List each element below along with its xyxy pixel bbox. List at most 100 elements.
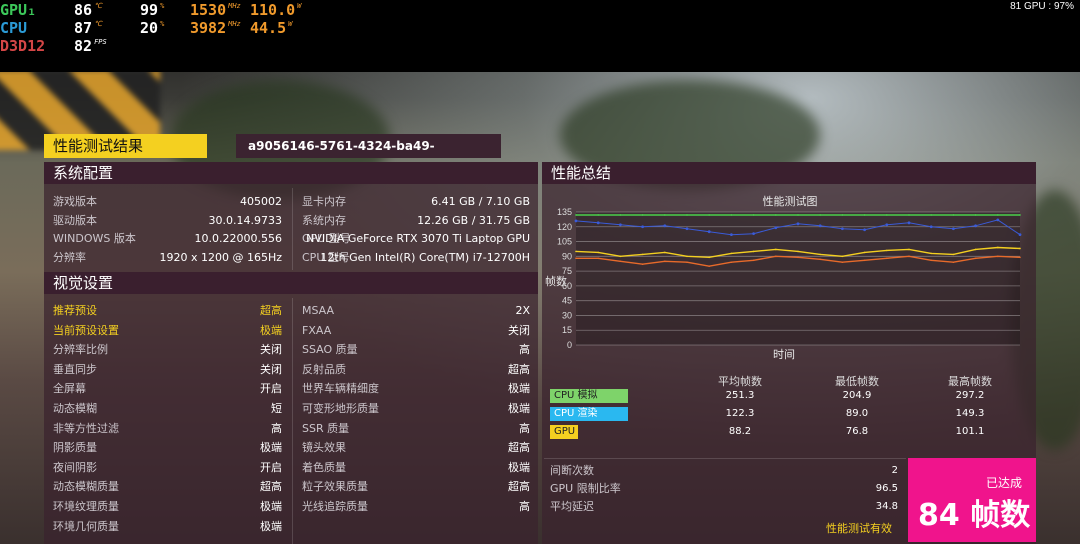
series-point-2 — [1019, 247, 1021, 250]
series-point-0 — [575, 214, 577, 216]
visual-setting-row: 当前预设设置 极端 — [53, 322, 282, 340]
summary-stat-row: 间断次数 2 — [550, 462, 898, 480]
summary-heading: 性能总结 — [542, 162, 1036, 184]
visual-setting-value: 极端 — [508, 382, 530, 396]
series-point-2 — [686, 255, 688, 258]
visual-setting-label: 动态模糊 — [53, 402, 97, 415]
system-config-row: 驱动版本 30.0.14.9733 — [53, 212, 282, 230]
visual-setting-label: 镜头效果 — [302, 441, 346, 455]
series-point-1 — [796, 222, 800, 226]
system-config-label: 游戏版本 — [53, 195, 97, 208]
series-point-2 — [841, 255, 844, 258]
y-tick-label: 135 — [557, 207, 572, 217]
series-point-1 — [641, 225, 644, 229]
series-point-1 — [885, 223, 889, 227]
visual-setting-row: 着色质量 极端 — [302, 459, 530, 477]
visual-setting-label: 当前预设设置 — [53, 323, 119, 337]
series-point-2 — [664, 251, 666, 254]
series-point-1 — [863, 228, 866, 232]
visual-setting-label: 动态模糊质量 — [53, 480, 119, 494]
series-point-0 — [930, 214, 932, 216]
system-config-row: 系统内存 12.26 GB / 31.75 GB — [302, 212, 530, 230]
chart-xlabel: 时间 — [773, 348, 795, 361]
summary-stat-value: 2 — [891, 465, 898, 476]
series-point-2 — [641, 253, 644, 256]
visual-setting-row: 非等方性过滤 高 — [53, 420, 282, 438]
system-config-label: 驱动版本 — [53, 213, 97, 227]
series-point-2 — [930, 252, 932, 255]
series-point-3 — [775, 255, 777, 258]
summary-cell: 101.1 — [955, 426, 985, 437]
series-point-1 — [952, 227, 955, 231]
system-config-label: CPU 型号 — [302, 250, 350, 264]
visual-setting-value: 高 — [519, 343, 530, 357]
series-point-1 — [907, 221, 911, 225]
series-point-3 — [619, 260, 622, 263]
visual-setting-value: 极端 — [260, 500, 282, 513]
system-config-row: GPU 型号 NVIDIA GeForce RTX 3070 Ti Laptop … — [302, 230, 530, 248]
visual-setting-label: 全屏幕 — [53, 382, 86, 396]
visual-setting-row: 阴影质量 极端 — [53, 439, 282, 457]
system-config-label: WINDOWS 版本 — [53, 232, 136, 245]
visual-setting-label: 世界车辆精细度 — [302, 382, 379, 396]
series-point-1 — [663, 224, 667, 228]
achieved-value: 84 帧数 — [918, 498, 1031, 533]
system-config-value: NVIDIA GeForce RTX 3070 Ti Laptop GPU — [306, 232, 530, 245]
hud-gpu-load: 81 GPU : 97% — [1010, 1, 1074, 12]
y-tick-label: 30 — [562, 310, 572, 320]
visual-setting-label: 分辨率比例 — [53, 343, 108, 357]
visual-setting-row: 夜间阴影 开启 — [53, 459, 282, 477]
visual-setting-value: 2X — [515, 304, 530, 317]
series-point-0 — [597, 214, 599, 216]
visual-setting-label: 光线追踪质量 — [302, 500, 368, 513]
y-tick-label: 45 — [562, 296, 572, 306]
visual-setting-label: MSAA — [302, 304, 335, 317]
visual-setting-row: 环境纹理质量 极端 — [53, 498, 282, 516]
summary-cell: 89.0 — [845, 408, 869, 419]
system-config-value: 30.0.14.9733 — [208, 213, 282, 227]
visual-setting-row: 动态模糊质量 超高 — [53, 478, 282, 496]
system-config-value: 12.26 GB / 31.75 GB — [417, 213, 530, 227]
series-point-0 — [730, 214, 733, 216]
series-point-1 — [818, 224, 822, 228]
series-point-0 — [863, 214, 866, 216]
series-point-0 — [997, 214, 999, 216]
series-point-2 — [974, 248, 977, 251]
series-point-3 — [974, 257, 977, 260]
series-point-2 — [708, 256, 710, 259]
summary-cell: 88.2 — [728, 426, 752, 437]
y-tick-label: 120 — [557, 222, 572, 232]
visual-setting-label: 反射品质 — [302, 362, 346, 376]
visual-setting-value: 高 — [519, 500, 530, 513]
series-point-2 — [819, 253, 821, 256]
visual-setting-row: SSAO 质量 高 — [302, 341, 530, 359]
visual-setting-value: 开启 — [260, 460, 282, 474]
visual-setting-value: 极端 — [260, 323, 282, 337]
summary-cell: 76.8 — [845, 426, 869, 437]
visual-setting-row: 镜头效果 超高 — [302, 439, 530, 457]
system-config-row: WINDOWS 版本 10.0.22000.556 — [53, 230, 282, 248]
visual-setting-value: 超高 — [260, 304, 282, 317]
summary-column-header: 最低帧数 — [835, 375, 879, 388]
series-point-1 — [596, 221, 600, 225]
summary-column-header: 平均帧数 — [718, 375, 762, 388]
visual-setting-value: 超高 — [508, 441, 530, 455]
system-config-value: 12th Gen Intel(R) Core(TM) i7-12700H — [320, 250, 530, 264]
series-point-1 — [774, 226, 778, 230]
y-tick-label: 75 — [562, 266, 572, 276]
summary-stat-label: 平均延迟 — [550, 500, 594, 513]
visual-setting-row: 环境几何质量 极端 — [53, 518, 282, 536]
series-point-2 — [730, 252, 733, 255]
series-point-1 — [730, 233, 733, 237]
series-point-3 — [752, 259, 755, 262]
summary-cell: 204.9 — [842, 390, 872, 401]
visual-setting-value: 超高 — [508, 480, 530, 494]
series-point-2 — [619, 255, 622, 258]
visual-setting-row: 分辨率比例 关闭 — [53, 341, 282, 359]
summary-cell: 297.2 — [955, 390, 985, 401]
system-config-heading: 系统配置 — [44, 162, 538, 184]
visual-setting-row: FXAA 关闭 — [302, 322, 530, 340]
series-point-3 — [797, 256, 799, 259]
performance-overlay: GPU₁ 86 ℃ 99% 1530 MHz 110.0 W CPU 87 ℃ 20% … — [0, 0, 1080, 72]
series-point-2 — [797, 250, 799, 253]
